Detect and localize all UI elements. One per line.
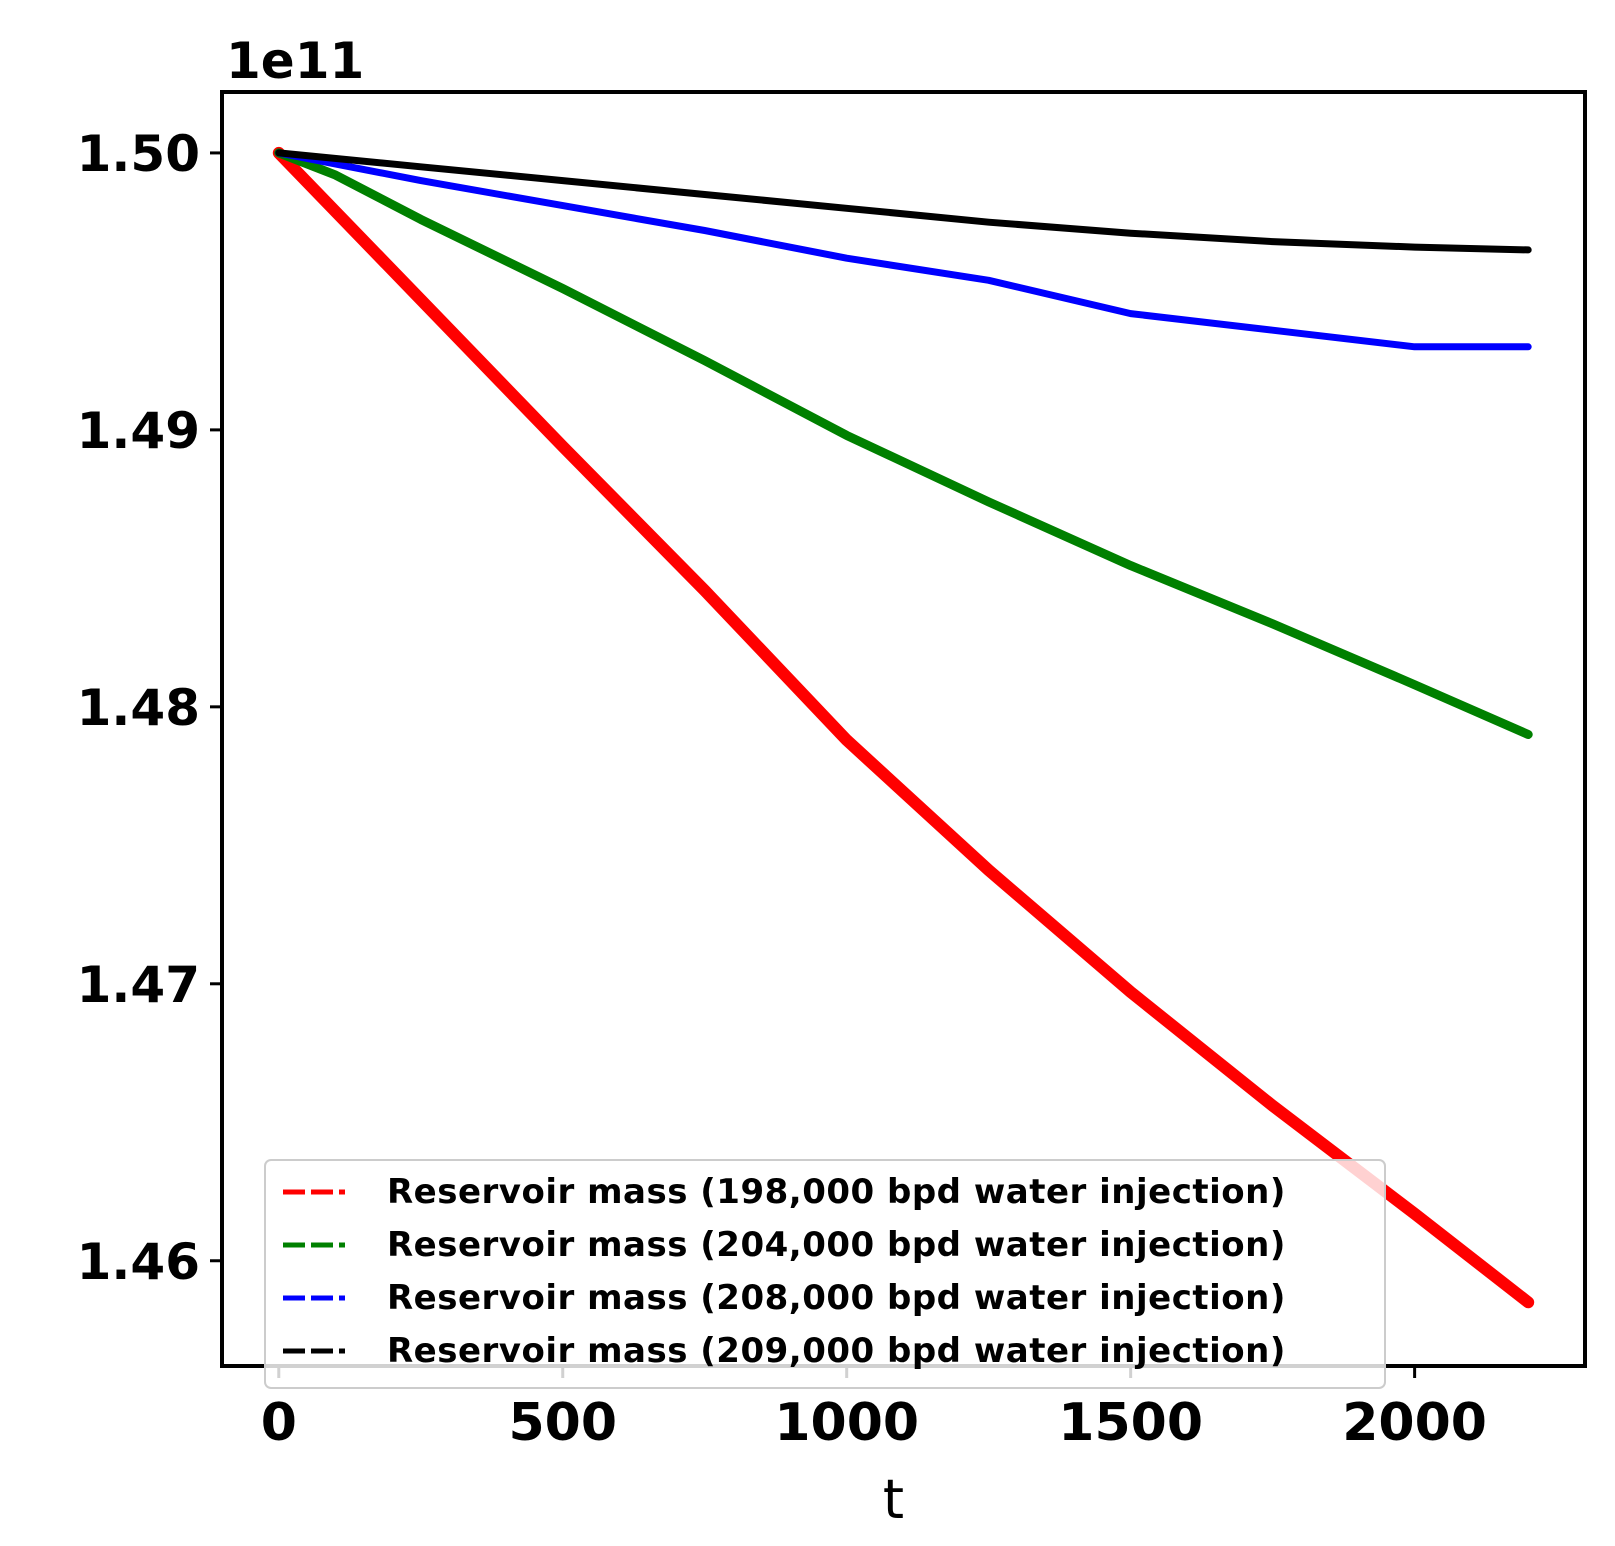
legend: Reservoir mass (198,000 bpd water inject… — [264, 1159, 1386, 1389]
legend-entry: Reservoir mass (208,000 bpd water inject… — [283, 1278, 1286, 1318]
y-tick-label: 1.47 — [77, 956, 200, 1014]
y-axis: 1.46 1.47 1.48 1.49 1.50 — [77, 125, 222, 1291]
legend-label: Reservoir mass (198,000 bpd water inject… — [387, 1172, 1286, 1212]
x-tick-label: 2000 — [1342, 1393, 1487, 1453]
y-tick-label: 1.46 — [77, 1233, 200, 1291]
y-offset-label: 1e11 — [226, 32, 364, 90]
legend-entry: Reservoir mass (198,000 bpd water inject… — [283, 1172, 1286, 1212]
series-line-4 — [275, 149, 1532, 254]
series-line-3 — [275, 149, 1532, 351]
legend-label: Reservoir mass (208,000 bpd water inject… — [387, 1278, 1286, 1318]
x-axis: 0 500 1000 1500 2000 — [261, 1366, 1487, 1453]
series-line-2 — [274, 148, 1533, 739]
y-tick-label: 1.49 — [77, 402, 200, 460]
x-axis-label: t — [883, 1468, 904, 1531]
x-tick-label: 500 — [508, 1393, 617, 1453]
y-tick-label: 1.50 — [77, 125, 200, 183]
x-tick-label: 0 — [261, 1393, 297, 1453]
y-tick-label: 1.48 — [77, 679, 200, 737]
series-line-1 — [272, 146, 1535, 1309]
legend-entry: Reservoir mass (204,000 bpd water inject… — [283, 1225, 1286, 1265]
legend-entry: Reservoir mass (209,000 bpd water inject… — [283, 1331, 1286, 1371]
legend-label: Reservoir mass (209,000 bpd water inject… — [387, 1331, 1286, 1371]
series-layer — [272, 146, 1535, 1309]
legend-box — [264, 1159, 1386, 1389]
legend-label: Reservoir mass (204,000 bpd water inject… — [387, 1225, 1286, 1265]
x-tick-label: 1500 — [1058, 1393, 1203, 1453]
x-tick-label: 1000 — [774, 1393, 919, 1453]
